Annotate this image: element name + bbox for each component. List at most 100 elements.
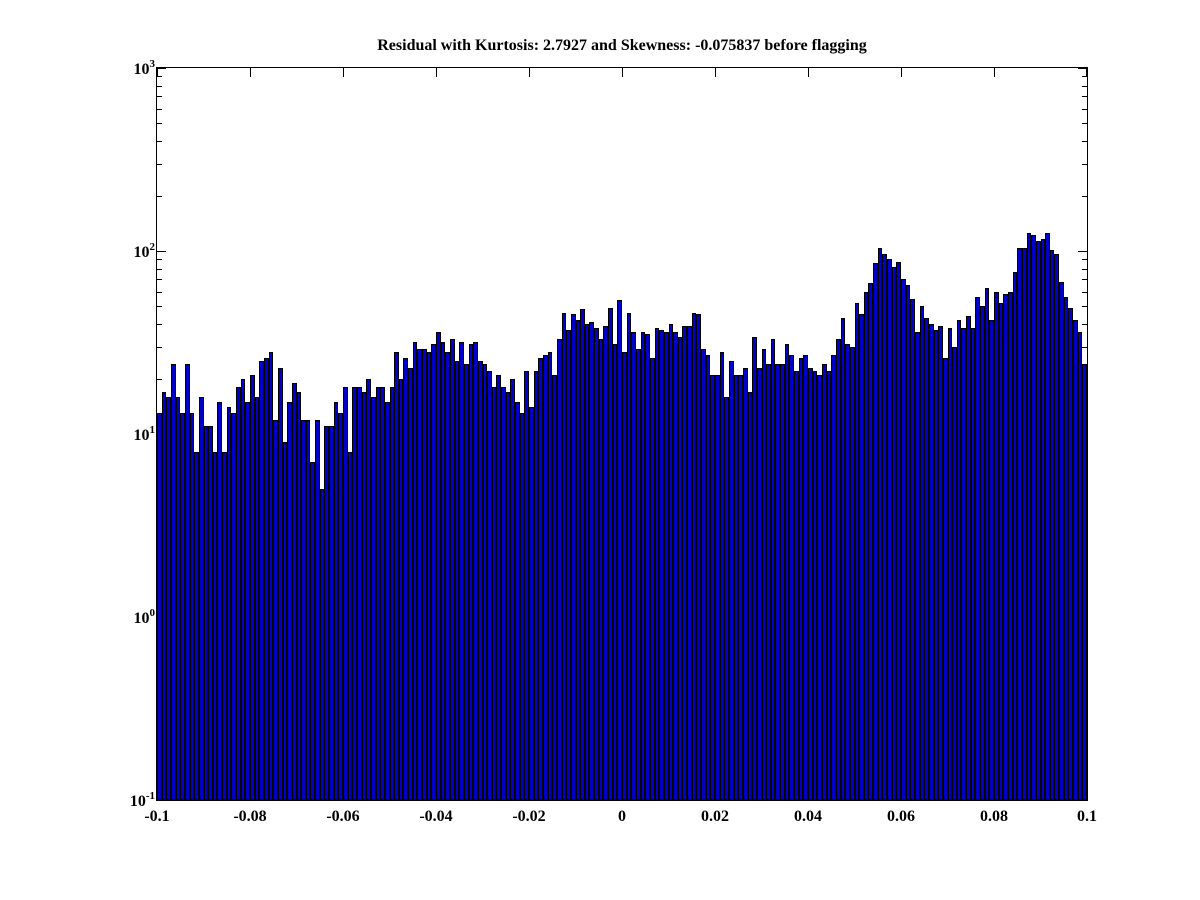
histogram-bar (924, 318, 929, 800)
x-tick-label: 0.1 (1077, 808, 1097, 825)
axis-tick (901, 68, 902, 77)
axis-tick (157, 76, 162, 77)
histogram-bar (961, 328, 966, 800)
histogram-bar (283, 442, 287, 800)
histogram-bar (724, 397, 729, 800)
histogram-bar (892, 267, 896, 800)
histogram-bar (269, 352, 273, 800)
histogram-bar (603, 326, 608, 800)
axis-tick (157, 251, 166, 252)
axis-tick (157, 279, 162, 280)
histogram-bar (1064, 297, 1068, 800)
axis-tick (1078, 68, 1087, 69)
histogram-bar (613, 344, 617, 800)
histogram-bar (255, 397, 259, 800)
histogram-bar (543, 355, 548, 800)
histogram-bar (664, 332, 669, 800)
histogram-bar (324, 426, 329, 800)
histogram-bar (213, 452, 217, 800)
histogram-bar (176, 397, 180, 800)
histogram-bar (855, 303, 859, 800)
x-tick-label: 0 (618, 808, 626, 825)
histogram-bar (966, 316, 971, 800)
y-tick-label: 100 (133, 607, 156, 627)
histogram-bar (622, 352, 627, 800)
histogram-bar (320, 489, 324, 800)
histogram-bar (273, 420, 278, 800)
histogram-bar (264, 358, 269, 800)
histogram-bar (999, 303, 1003, 800)
histogram-bar (380, 387, 385, 800)
histogram-bar (241, 379, 245, 800)
histogram-bar (594, 328, 599, 800)
histogram-bar (775, 364, 780, 800)
histogram-bar (492, 387, 496, 800)
histogram-bar (208, 426, 213, 800)
axis-tick (157, 269, 162, 270)
histogram-bar (845, 344, 850, 800)
histogram-bar (478, 361, 483, 800)
histogram-bar (985, 288, 989, 800)
y-tick-label: 10-1 (129, 790, 155, 810)
histogram-bar (696, 314, 701, 800)
x-tick-label: 0.02 (701, 808, 729, 825)
x-tick-label: -0.06 (326, 808, 360, 825)
histogram-bar (376, 387, 380, 800)
histogram-bar (1031, 235, 1036, 800)
axis-tick (1082, 269, 1087, 270)
histogram-bar (701, 349, 706, 800)
histogram-bar (1059, 282, 1064, 800)
x-tick-label: -0.02 (512, 808, 546, 825)
histogram-bar (766, 364, 771, 800)
histogram-bar (390, 387, 394, 800)
histogram-bar (157, 413, 162, 800)
histogram-bar (343, 387, 348, 800)
histogram-bar (250, 375, 255, 800)
histogram-bar (278, 368, 283, 800)
histogram-bar (1008, 292, 1013, 800)
histogram-bar (348, 452, 352, 800)
histogram-bar (1054, 254, 1059, 800)
histogram-bar (650, 358, 655, 800)
axis-tick (250, 68, 251, 77)
y-tick-label: 102 (133, 241, 156, 261)
histogram-bar (436, 332, 441, 800)
axis-tick (1082, 259, 1087, 260)
histogram-bar (1003, 294, 1008, 800)
histogram-bar (906, 285, 910, 800)
histogram-bar (994, 292, 999, 800)
axis-tick (157, 86, 162, 87)
histogram-bar (687, 326, 692, 800)
histogram-bar (896, 262, 901, 800)
histogram-bar (952, 347, 957, 800)
histogram-bar (780, 364, 785, 800)
histogram-bar (682, 326, 687, 800)
histogram-bar (557, 339, 562, 800)
histogram-bar (971, 328, 975, 800)
histogram-bar (501, 387, 506, 800)
histogram-bar (734, 375, 738, 800)
histogram-bar (762, 349, 766, 800)
axis-tick (622, 68, 623, 77)
x-tick-label: 0.06 (887, 808, 915, 825)
axis-tick (1082, 196, 1087, 197)
axis-tick (1082, 306, 1087, 307)
histogram-bar (748, 392, 752, 800)
axis-tick (157, 324, 162, 325)
histogram-bar (441, 342, 445, 800)
histogram-bar (190, 413, 194, 800)
histogram-bar (822, 364, 827, 800)
histogram-bar (989, 320, 994, 800)
histogram-bar (524, 371, 529, 800)
histogram-bar (534, 371, 538, 800)
histogram-bar (1068, 308, 1073, 800)
axis-tick (157, 141, 162, 142)
histogram-bar (352, 387, 357, 800)
histogram-bar (431, 344, 436, 800)
histogram-bar (473, 342, 478, 800)
histogram-bar (975, 297, 980, 800)
histogram-bar (408, 368, 413, 800)
histogram-bar (445, 352, 450, 800)
histogram-bar (529, 407, 534, 800)
